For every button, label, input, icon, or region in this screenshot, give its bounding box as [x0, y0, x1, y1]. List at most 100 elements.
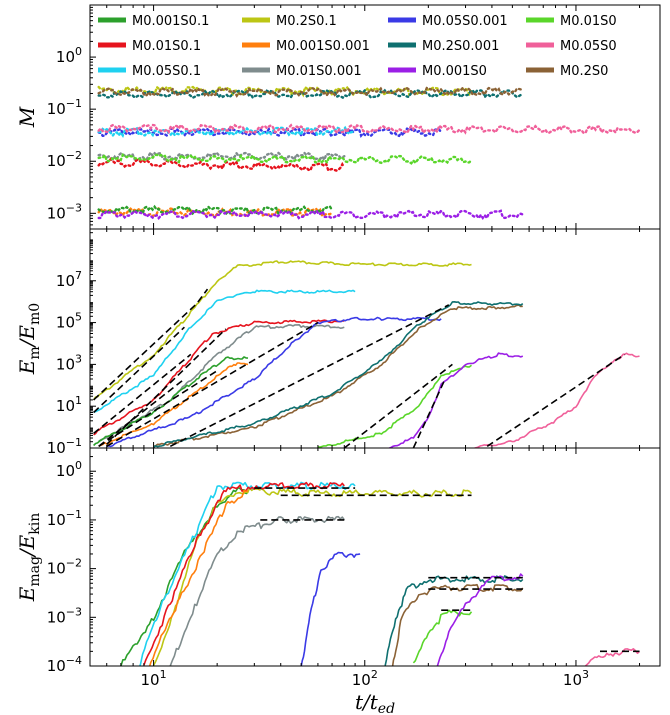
- legend-label: M0.2S0.1: [276, 14, 337, 29]
- legend-item: M0.2S0.1: [242, 14, 337, 29]
- series-line: [169, 515, 345, 666]
- legend-label: M0.001S0.1: [132, 14, 209, 29]
- tick-base: 10: [141, 671, 160, 689]
- tick-base: 10: [56, 355, 75, 373]
- x-axis-label: t/ted: [355, 690, 395, 715]
- tick-base: 10: [56, 48, 75, 66]
- tick-exponent: 5: [75, 311, 82, 324]
- tick-exponent: 1: [75, 394, 82, 407]
- legend-label: M0.01S0.1: [132, 39, 201, 54]
- series-line: [97, 157, 346, 173]
- fit-line: [343, 363, 453, 448]
- legend-label: M0.2S0.001: [422, 39, 499, 54]
- legend-label: M0.05S0: [560, 39, 617, 54]
- panels: 10−310−210−1100M10−1101103105107Em/Em010…: [15, 4, 661, 675]
- series-line: [584, 648, 641, 666]
- y-tick-label: 103: [56, 352, 82, 373]
- legend-item: M0.2S0: [526, 64, 608, 79]
- legend-item: M0.05S0: [526, 39, 617, 54]
- series-line: [474, 352, 640, 448]
- legend-item: M0.01S0: [526, 14, 617, 29]
- x-tick-label: 102: [352, 668, 378, 689]
- tick-exponent: −2: [66, 149, 82, 162]
- legend: M0.001S0.1 M0.01S0.1 M0.05S0.1 M0.2S0.1 M0.0…: [98, 14, 617, 79]
- fit-line: [98, 378, 185, 447]
- legend-label: M0.001S0: [422, 64, 487, 79]
- legend-label: M0.01S0.001: [276, 64, 362, 79]
- x-label-main: t/t: [355, 690, 379, 714]
- legend-item: M0.05S0.001: [388, 14, 508, 29]
- series-line: [152, 486, 473, 666]
- x-tick-label: 101: [141, 668, 167, 689]
- tick-exponent: −2: [66, 557, 82, 570]
- legend-item: M0.05S0.1: [98, 64, 201, 79]
- series-line: [436, 573, 524, 666]
- series-line: [153, 301, 524, 448]
- fit-line: [169, 304, 450, 448]
- tick-base: 10: [352, 671, 371, 689]
- fit-line: [93, 288, 209, 401]
- tick-exponent: −3: [66, 605, 82, 618]
- tick-base: 10: [563, 671, 582, 689]
- x-label-sub: ed: [378, 701, 395, 715]
- y-tick-label: 10−2: [47, 557, 82, 578]
- panel-data-ratio: [120, 481, 641, 666]
- fit-line: [93, 326, 185, 414]
- tick-base: 10: [56, 272, 75, 290]
- fit-line: [412, 378, 446, 448]
- tick-base: 10: [47, 511, 66, 529]
- tick-exponent: 7: [75, 269, 82, 282]
- y-label-part: E: [15, 586, 39, 602]
- tick-exponent: 1: [160, 668, 167, 681]
- tick-exponent: 0: [75, 459, 82, 472]
- y-tick-label: 10−2: [47, 149, 82, 170]
- series-line: [388, 352, 524, 448]
- y-axis-label: Em/Em0: [15, 303, 43, 375]
- y-tick-label: 107: [56, 269, 82, 290]
- series-line: [148, 489, 249, 666]
- y-tick-label: 100: [56, 459, 82, 480]
- legend-label: M0.05S0.001: [422, 14, 508, 29]
- fit-line: [93, 353, 192, 435]
- legend-item: M0.01S0.001: [242, 64, 362, 79]
- tick-base: 10: [56, 314, 75, 332]
- legend-label: M0.001S0.001: [276, 39, 370, 54]
- tick-exponent: −1: [66, 436, 82, 449]
- tick-base: 10: [47, 100, 66, 118]
- panel-frame: [89, 447, 661, 667]
- y-label-part: kin: [27, 513, 43, 535]
- tick-exponent: −4: [66, 654, 82, 667]
- y-tick-label: 10−3: [47, 605, 82, 626]
- series-line: [412, 609, 473, 664]
- y-tick-label: 100: [56, 45, 82, 66]
- y-axis-label: Emag/Ekin: [15, 513, 43, 603]
- tick-exponent: −1: [66, 508, 82, 521]
- tick-base: 10: [56, 462, 75, 480]
- legend-item: M0.001S0.001: [242, 39, 370, 54]
- series-line: [97, 126, 443, 139]
- series-line: [97, 209, 524, 221]
- tick-exponent: 0: [75, 45, 82, 58]
- series-line: [317, 364, 472, 448]
- legend-label: M0.01S0: [560, 14, 617, 29]
- tick-exponent: −1: [66, 97, 82, 110]
- series-line: [98, 362, 249, 448]
- legend-item: M0.2S0.001: [388, 39, 499, 54]
- y-tick-label: 10−3: [47, 201, 82, 222]
- fit-line: [486, 353, 626, 447]
- y-tick-label: 101: [56, 394, 82, 415]
- series-line: [120, 487, 249, 666]
- panel-frame: [89, 228, 661, 449]
- y-axis-label: M: [15, 106, 39, 128]
- legend-label: M0.05S0.1: [132, 64, 201, 79]
- tick-exponent: 3: [582, 668, 589, 681]
- tick-base: 10: [47, 439, 66, 457]
- series-line: [391, 583, 524, 666]
- x-tick-label: 103: [563, 668, 589, 689]
- tick-exponent: 3: [75, 352, 82, 365]
- y-label-part: M: [15, 106, 39, 128]
- series-line: [153, 304, 523, 447]
- y-label-part: m0: [27, 303, 43, 325]
